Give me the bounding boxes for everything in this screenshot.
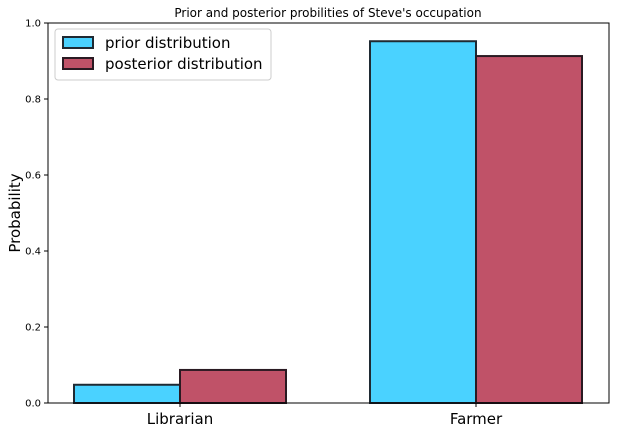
y-tick-label: 0.6	[25, 171, 41, 182]
legend-swatch-posterior	[62, 57, 94, 70]
legend-box	[54, 28, 272, 81]
chart-title: Prior and posterior probilities of Steve…	[174, 6, 481, 20]
legend: prior distribution posterior distribution	[54, 28, 272, 81]
y-tick-label: 0.2	[25, 323, 41, 334]
plot-frame	[47, 22, 610, 404]
bar-prior-farmer	[369, 40, 477, 405]
bar-prior-librarian	[73, 383, 181, 405]
y-tick-label: 0.0	[25, 399, 41, 410]
y-axis-ticks: 0.0 0.2 0.4 0.6 0.8 1.0	[25, 19, 48, 410]
y-axis-label: Probability	[6, 173, 24, 252]
bar-posterior-farmer	[475, 55, 583, 405]
bars-group	[73, 40, 583, 405]
y-tick-label: 1.0	[25, 19, 41, 30]
y-tick-label: 0.8	[25, 95, 41, 106]
legend-label-posterior: posterior distribution	[105, 55, 263, 73]
x-tick-label: Librarian	[147, 410, 213, 428]
legend-label-prior: prior distribution	[105, 34, 230, 52]
legend-swatch-prior	[62, 36, 94, 49]
bar-posterior-librarian	[179, 368, 287, 405]
x-axis-ticks: Librarian Farmer	[147, 403, 503, 428]
y-tick-label: 0.4	[25, 247, 41, 258]
x-tick-label: Farmer	[450, 410, 503, 428]
